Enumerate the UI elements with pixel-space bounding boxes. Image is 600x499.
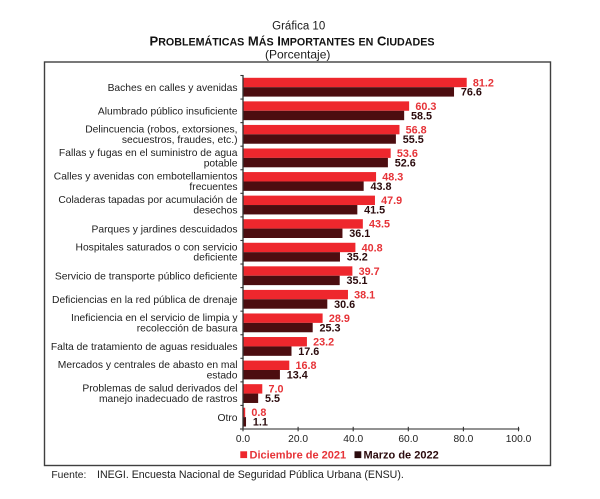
svg-text:Baches en calles y avenidas: Baches en calles y avenidas	[108, 83, 238, 94]
svg-text:25.3: 25.3	[320, 322, 341, 334]
svg-text:16.8: 16.8	[295, 360, 316, 372]
svg-text:53.6: 53.6	[397, 148, 418, 160]
svg-text:Servicio de transporte público: Servicio de transporte público deficient…	[55, 271, 238, 282]
svg-text:(Porcentaje): (Porcentaje)	[265, 47, 330, 61]
svg-text:76.6: 76.6	[461, 87, 482, 99]
svg-text:39.7: 39.7	[359, 266, 380, 278]
svg-text:17.6: 17.6	[298, 346, 319, 358]
svg-text:60.3: 60.3	[415, 101, 436, 113]
svg-text:estado: estado	[207, 370, 238, 381]
svg-text:Fuente:: Fuente:	[51, 470, 86, 481]
svg-text:43.8: 43.8	[370, 181, 391, 193]
svg-text:Coladeras tapadas por acumulac: Coladeras tapadas por acumulación de	[58, 195, 237, 206]
svg-text:56.8: 56.8	[406, 124, 427, 136]
svg-text:Problemas de salud derivados d: Problemas de salud derivados del	[82, 384, 237, 395]
svg-text:recolección de basura: recolección de basura	[137, 323, 238, 334]
svg-text:13.4: 13.4	[287, 370, 308, 382]
svg-text:Hospitales saturados o con ser: Hospitales saturados o con servicio	[76, 242, 238, 253]
svg-text:30.6: 30.6	[334, 299, 355, 311]
svg-text:1.1: 1.1	[253, 417, 268, 429]
svg-text:Marzo de 2022: Marzo de 2022	[364, 449, 439, 461]
svg-text:40.8: 40.8	[362, 242, 383, 254]
svg-text:frecuentes: frecuentes	[189, 182, 237, 193]
svg-text:38.1: 38.1	[354, 289, 375, 301]
svg-text:100.0: 100.0	[506, 434, 532, 445]
svg-text:Gráfica 10: Gráfica 10	[272, 21, 325, 33]
svg-text:35.2: 35.2	[347, 252, 368, 264]
svg-text:deficiente: deficiente	[193, 253, 237, 264]
svg-text:Otro: Otro	[217, 413, 237, 424]
svg-text:INEGI. Encuesta Nacional de Se: INEGI. Encuesta Nacional de Seguridad Pú…	[97, 469, 404, 481]
svg-text:Diciembre de 2021: Diciembre de 2021	[250, 449, 347, 461]
svg-text:60.0: 60.0	[398, 434, 418, 445]
svg-text:Calles y avenidas con embotell: Calles y avenidas con embotellamientos	[54, 172, 238, 183]
svg-text:28.9: 28.9	[329, 313, 350, 325]
svg-text:48.3: 48.3	[382, 172, 403, 184]
svg-text:Alumbrado público insuficiente: Alumbrado público insuficiente	[98, 106, 238, 117]
svg-text:55.5: 55.5	[403, 134, 424, 146]
svg-text:58.5: 58.5	[411, 110, 432, 122]
svg-text:0.0: 0.0	[236, 434, 250, 445]
svg-text:52.6: 52.6	[395, 157, 416, 169]
svg-text:Delincuencia (robos, extorsion: Delincuencia (robos, extorsiones,	[85, 124, 237, 135]
svg-text:Falta de tratamiento de aguas: Falta de tratamiento de aguas residuales	[51, 342, 238, 353]
svg-text:40.0: 40.0	[343, 434, 363, 445]
svg-text:5.5: 5.5	[265, 393, 280, 405]
svg-text:20.0: 20.0	[288, 434, 308, 445]
svg-text:Ineficiencia en el servicio de: Ineficiencia en el servicio de limpia y	[71, 313, 238, 324]
svg-text:80.0: 80.0	[453, 434, 473, 445]
svg-text:43.5: 43.5	[369, 219, 390, 231]
svg-text:potable: potable	[204, 158, 238, 169]
svg-text:36.1: 36.1	[349, 228, 370, 240]
svg-text:7.0: 7.0	[268, 384, 283, 396]
svg-text:Parques y jardines descuidados: Parques y jardines descuidados	[92, 224, 238, 235]
svg-text:47.9: 47.9	[381, 195, 402, 207]
svg-text:secuestros, fraudes, etc.): secuestros, fraudes, etc.)	[122, 135, 238, 146]
svg-text:PROBLEMÁTICAS MÁS IMPORTANTES: PROBLEMÁTICAS MÁS IMPORTANTES EN CIUDADE…	[150, 34, 435, 49]
svg-text:81.2: 81.2	[473, 77, 494, 89]
svg-text:Deficiencias en la red pública: Deficiencias en la red pública de drenaj…	[52, 295, 238, 306]
svg-text:Fallas y fugas en el suministr: Fallas y fugas en el suministro de agua	[59, 148, 238, 159]
svg-text:desechos: desechos	[193, 206, 237, 217]
svg-text:23.2: 23.2	[313, 337, 334, 349]
svg-text:0.8: 0.8	[251, 407, 266, 419]
svg-text:41.5: 41.5	[364, 205, 385, 217]
svg-text:35.1: 35.1	[347, 275, 368, 287]
svg-text:Mercados y centrales de abasto: Mercados y centrales de abasto en mal	[58, 360, 238, 371]
svg-text:manejo inadecuado de rastros: manejo inadecuado de rastros	[99, 394, 238, 405]
